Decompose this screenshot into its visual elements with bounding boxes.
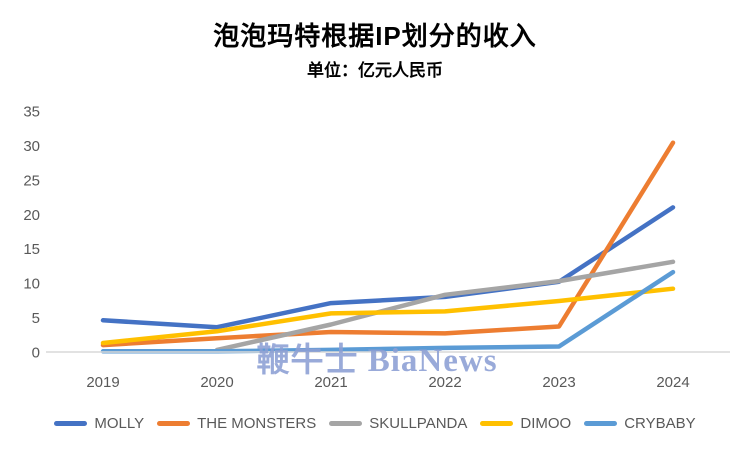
x-tick-label: 2019: [86, 374, 119, 391]
legend-item-the-monsters: THE MONSTERS: [157, 415, 316, 432]
x-tick-label: 2023: [542, 374, 575, 391]
legend-item-skullpanda: SKULLPANDA: [329, 415, 467, 432]
chart-legend: MOLLY THE MONSTERS SKULLPANDA DIMOO CRYBABY: [0, 408, 750, 438]
x-tick-label: 2024: [656, 374, 689, 391]
legend-line-marker: [480, 420, 514, 426]
y-tick-label: 0: [32, 345, 40, 362]
y-tick-label: 30: [23, 138, 40, 155]
y-axis: 0 5 10 15 20 25 30 35: [23, 104, 40, 362]
legend-line-marker: [584, 420, 618, 426]
y-tick-label: 25: [23, 172, 40, 189]
chart-title: 泡泡玛特根据IP划分的收入: [213, 21, 537, 51]
legend-item-dimoo: DIMOO: [480, 415, 571, 432]
legend-line-marker: [329, 420, 363, 426]
series-lines: [100, 140, 676, 354]
legend-label: CRYBABY: [624, 414, 696, 432]
series-line-skullpanda: [214, 259, 676, 353]
legend-label: THE MONSTERS: [197, 414, 317, 432]
legend-item-molly: MOLLY: [54, 415, 144, 432]
x-tick-label: 2022: [428, 374, 461, 391]
series-line-dimoo: [100, 286, 676, 346]
y-tick-label: 20: [23, 207, 40, 224]
y-tick-label: 15: [23, 241, 40, 258]
y-tick-label: 5: [32, 310, 40, 327]
legend-label: MOLLY: [94, 414, 145, 432]
x-axis-labels: 2019 2020 2021 2022 2023 2024: [86, 374, 689, 391]
chart-subtitle: 单位：亿元人民币: [307, 61, 443, 80]
legend-line-marker: [54, 420, 88, 426]
y-tick-label: 10: [23, 276, 40, 293]
legend-line-marker: [157, 420, 191, 426]
y-tick-label: 35: [23, 104, 40, 121]
x-tick-label: 2020: [200, 374, 233, 391]
watermark-text: 鞭牛士 BiaNews: [256, 342, 497, 379]
series-line-the-monsters: [100, 140, 676, 348]
legend-item-crybaby: CRYBABY: [584, 414, 696, 432]
x-tick-label: 2021: [314, 374, 347, 391]
legend-label: DIMOO: [520, 414, 572, 432]
legend-label: SKULLPANDA: [369, 414, 468, 432]
series-line-molly: [100, 205, 676, 330]
